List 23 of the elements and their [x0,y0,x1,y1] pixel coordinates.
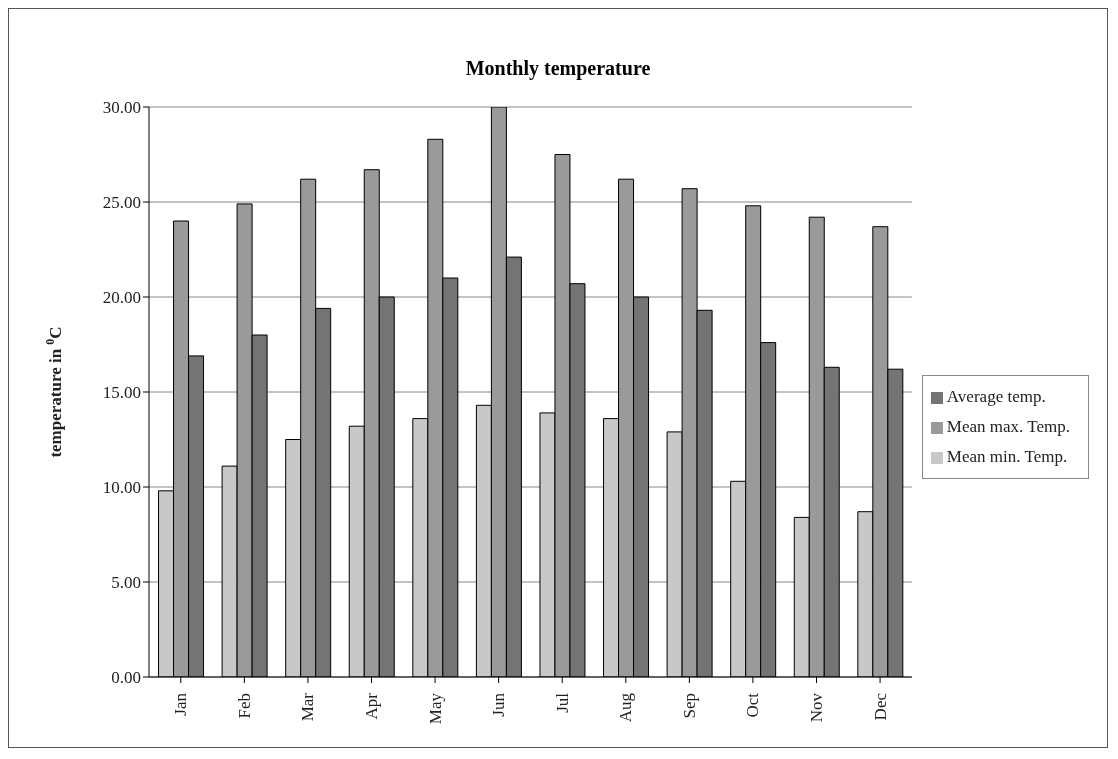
x-tick-label: Apr [362,692,381,720]
legend-label: Mean min. Temp. [946,447,1068,466]
x-tick-label: Mar [298,692,318,722]
chart-title: Monthly temperature [464,56,652,82]
y-tick-label: 15.00 [102,383,141,403]
x-tick-label: Oct [743,692,763,718]
x-tick-label: Sep [679,693,699,719]
y-tick-label: 0.00 [111,668,141,688]
legend-label: Average temp. [946,387,1046,406]
y-tick-label: 10.00 [102,478,141,498]
x-tick-label: Jan [171,692,191,716]
y-tick-label: 20.00 [102,288,141,308]
legend-label: Mean max. Temp. [946,417,1070,436]
y-tick-label: 30.00 [102,98,141,118]
x-tick-label: Nov [807,692,826,723]
x-tick-label: Jun [489,692,509,717]
y-tick-label: 25.00 [102,193,141,213]
x-tick-label: May [425,692,445,725]
y-tick-label: 5.00 [111,573,141,593]
x-tick-label: Aug [616,692,636,723]
x-tick-label: Dec [870,692,890,721]
x-tick-label: Feb [234,693,254,719]
x-tick-label: Jul [552,692,572,713]
